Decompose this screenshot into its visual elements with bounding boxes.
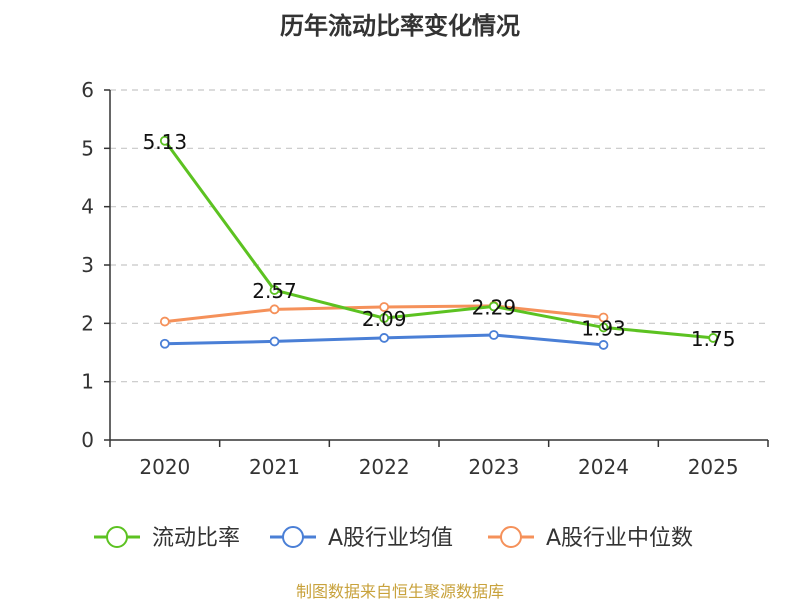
- x-tick-label: 2022: [359, 455, 410, 479]
- x-tick-label: 2025: [688, 455, 739, 479]
- data-point: [379, 333, 390, 343]
- data-label: 2.29: [472, 295, 517, 319]
- data-source-note: 制图数据来自恒生聚源数据库: [295, 582, 504, 601]
- data-point: [269, 304, 280, 315]
- x-tick-label: 2020: [139, 455, 190, 479]
- data-point: [159, 316, 170, 327]
- data-point: [159, 135, 170, 146]
- data-point: [488, 301, 499, 312]
- data-label: 5.13: [143, 130, 188, 154]
- data-point: [598, 312, 609, 323]
- y-tick-label: 5: [81, 136, 94, 160]
- data-point: [379, 313, 390, 323]
- data-point: [269, 336, 280, 347]
- legend-marker: [106, 526, 128, 548]
- legend-marker: [500, 526, 522, 548]
- x-tick-label: 2024: [578, 455, 629, 479]
- legend-item: 流动比率: [94, 526, 240, 551]
- legend-label: A股行业均值: [328, 526, 453, 551]
- data-point: [708, 333, 719, 343]
- x-tick-label: 2023: [468, 455, 519, 479]
- data-label: 2.57: [252, 279, 297, 303]
- chart-title: 历年流动比率变化情况: [280, 12, 520, 40]
- y-tick-label: 3: [81, 253, 94, 277]
- legend-item: A股行业中位数: [488, 526, 693, 551]
- data-point: [488, 330, 499, 340]
- y-tick-label: 4: [81, 195, 94, 219]
- legend-label: A股行业中位数: [546, 526, 693, 551]
- series-line-0: [163, 139, 714, 340]
- y-tick-label: 0: [81, 428, 94, 452]
- x-tick-label: 2021: [249, 455, 300, 479]
- data-point: [269, 285, 280, 295]
- y-tick-label: 6: [81, 78, 94, 102]
- y-tick-label: 2: [81, 311, 94, 335]
- data-label: 2.09: [362, 307, 407, 331]
- data-label: 1.93: [581, 316, 626, 340]
- legend-item: A股行业均值: [270, 526, 453, 551]
- legend-label: 流动比率: [152, 526, 240, 551]
- data-point: [598, 322, 609, 333]
- y-tick-label: 1: [81, 370, 94, 394]
- legend-marker: [282, 526, 304, 548]
- data-label: 1.75: [691, 327, 736, 351]
- data-point: [159, 338, 170, 349]
- data-point: [379, 302, 390, 312]
- data-point: [598, 340, 609, 350]
